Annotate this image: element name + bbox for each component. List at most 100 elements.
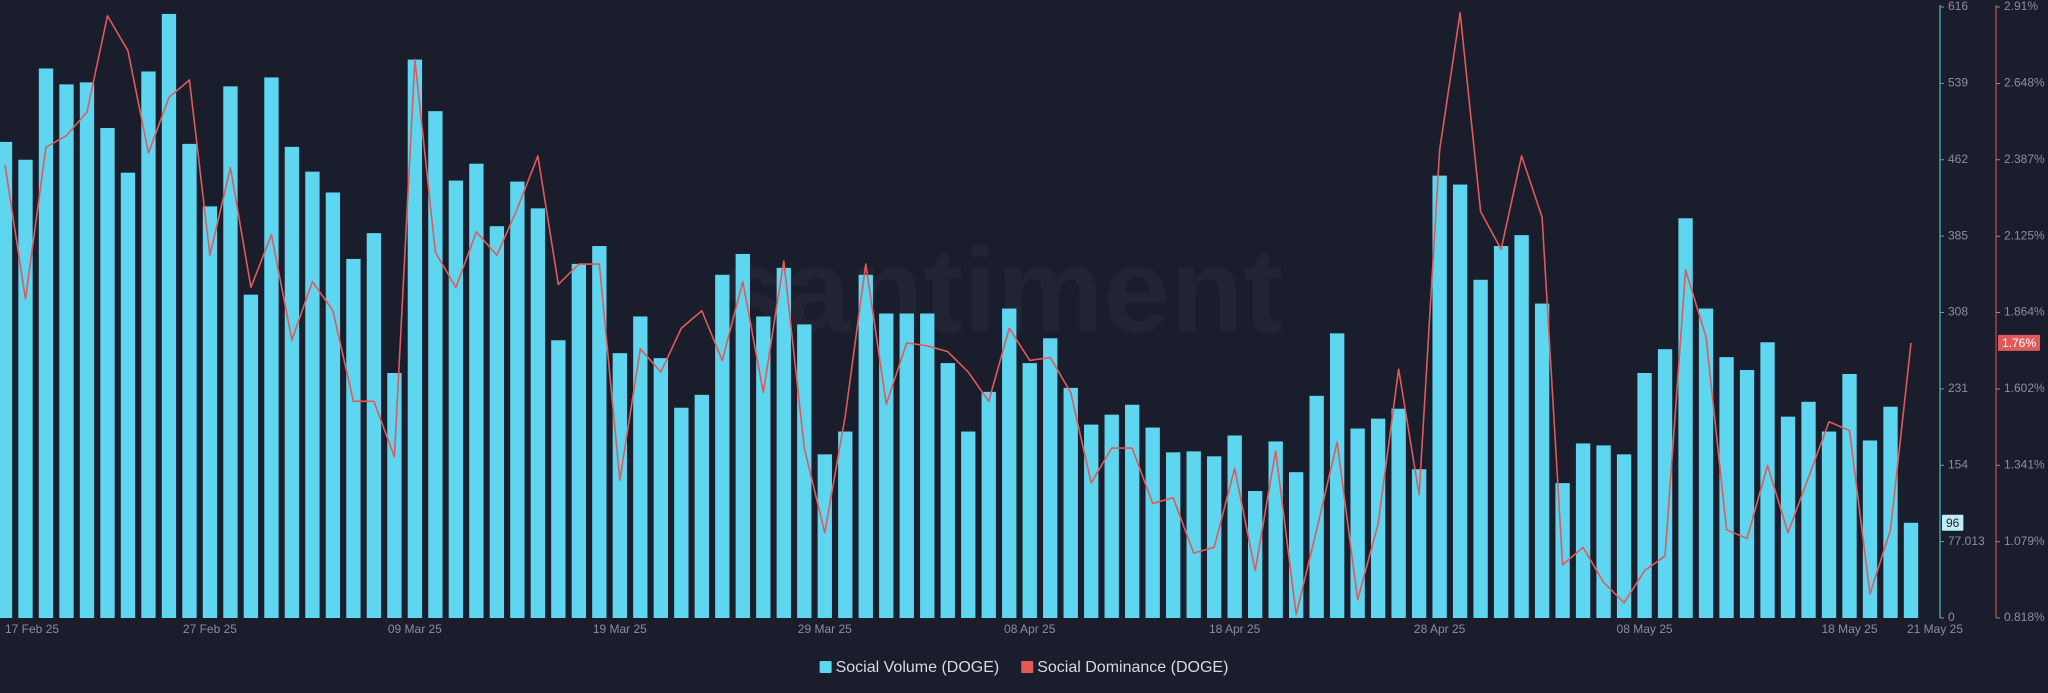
bar [961,431,976,618]
current-value-label: 1.76% [2002,336,2036,350]
bar [879,313,894,618]
y2-tick-label: 1.864% [2004,305,2045,319]
legend-label: Social Dominance (DOGE) [1037,659,1228,676]
bar [1493,246,1509,619]
bar [1411,469,1427,618]
bar [1063,387,1078,618]
x-tick-label: 18 Apr 25 [1209,622,1261,636]
legend-label: Social Volume (DOGE) [836,659,1000,676]
bar [1084,424,1099,618]
bar [1596,445,1611,618]
bar [18,159,33,618]
bar [469,163,484,618]
bar [1002,308,1017,618]
bar [920,313,935,618]
bar [1801,401,1816,618]
legend-swatch [1021,661,1034,673]
current-value-badge: 96 [1942,514,1964,531]
bar [612,353,628,618]
bar [1637,373,1652,618]
x-tick-label: 18 May 25 [1821,622,1877,636]
current-value-badge: 1.76% [1998,334,2041,351]
bar [653,358,669,618]
y-tick-label: 616 [1948,0,1968,13]
bar [428,111,443,618]
bar [284,146,300,618]
bar [1780,416,1796,618]
bar [940,363,955,618]
bar [530,208,546,618]
line [4,12,1912,616]
y2-tick-label: 2.125% [2004,228,2045,242]
bar [1821,431,1837,618]
current-value-label: 96 [1946,516,1960,530]
y-tick-label: 462 [1948,152,1968,166]
legend: Social Volume (DOGE) Social Dominance (DO… [819,659,1228,676]
bar [1739,370,1755,618]
bar [1555,483,1570,618]
bar [489,226,505,618]
bar [571,263,587,618]
bar [407,59,423,618]
bar [817,454,832,618]
bar [38,68,54,618]
bar [1842,373,1857,618]
bar [59,84,74,618]
y-tick-label: 539 [1948,76,1968,90]
bar [1452,184,1468,619]
y-tick-label: 77.013 [1948,534,1985,548]
bar [715,274,730,618]
bar [1125,404,1140,618]
bar [838,431,853,618]
bar [202,206,218,618]
x-tick-label: 08 Apr 25 [1004,622,1056,636]
bar [674,407,689,618]
bar [120,172,136,619]
bar [1350,428,1365,618]
bar [694,394,709,618]
y-tick-label: 0 [1948,610,1955,624]
y2-tick-label: 1.079% [2004,534,2045,548]
bar [79,82,95,618]
bar [1166,452,1181,618]
bar [1329,333,1345,618]
bar [1432,175,1447,619]
badge-box [1998,334,2041,351]
x-tick-label: 19 Mar 25 [593,622,647,636]
y2-tick-label: 1.602% [2004,381,2045,395]
bar [223,86,238,618]
bar [735,253,750,619]
bar [1145,427,1160,618]
x-tick-label: 29 Mar 25 [798,622,852,636]
bar [1534,303,1550,618]
legend-swatch [819,661,832,673]
bar [305,171,320,619]
bar [1268,441,1283,618]
bar [1207,456,1222,618]
bar [325,192,341,618]
bar [1862,440,1878,618]
bar [633,316,648,618]
bar [1104,414,1119,618]
bar [1309,395,1324,618]
bar [858,274,873,618]
bar [756,316,771,618]
bar [1247,491,1263,618]
y2-tick-label: 2.387% [2004,152,2045,166]
y-tick-label: 385 [1948,228,1968,242]
bar [592,246,607,619]
bar [1719,357,1734,618]
y2-tick-label: 0.818% [2004,610,2045,624]
bar [141,71,156,618]
y2-tick-label: 1.341% [2004,457,2045,471]
bar [1760,342,1775,618]
bar [1186,451,1201,618]
bar [1616,454,1632,618]
x-tick-label: 08 May 25 [1617,622,1673,636]
y-tick-label: 154 [1948,457,1968,471]
bar [899,313,914,618]
x-tick-label: 17 Feb 25 [5,622,59,636]
bar [1022,363,1037,618]
bar [797,324,812,618]
